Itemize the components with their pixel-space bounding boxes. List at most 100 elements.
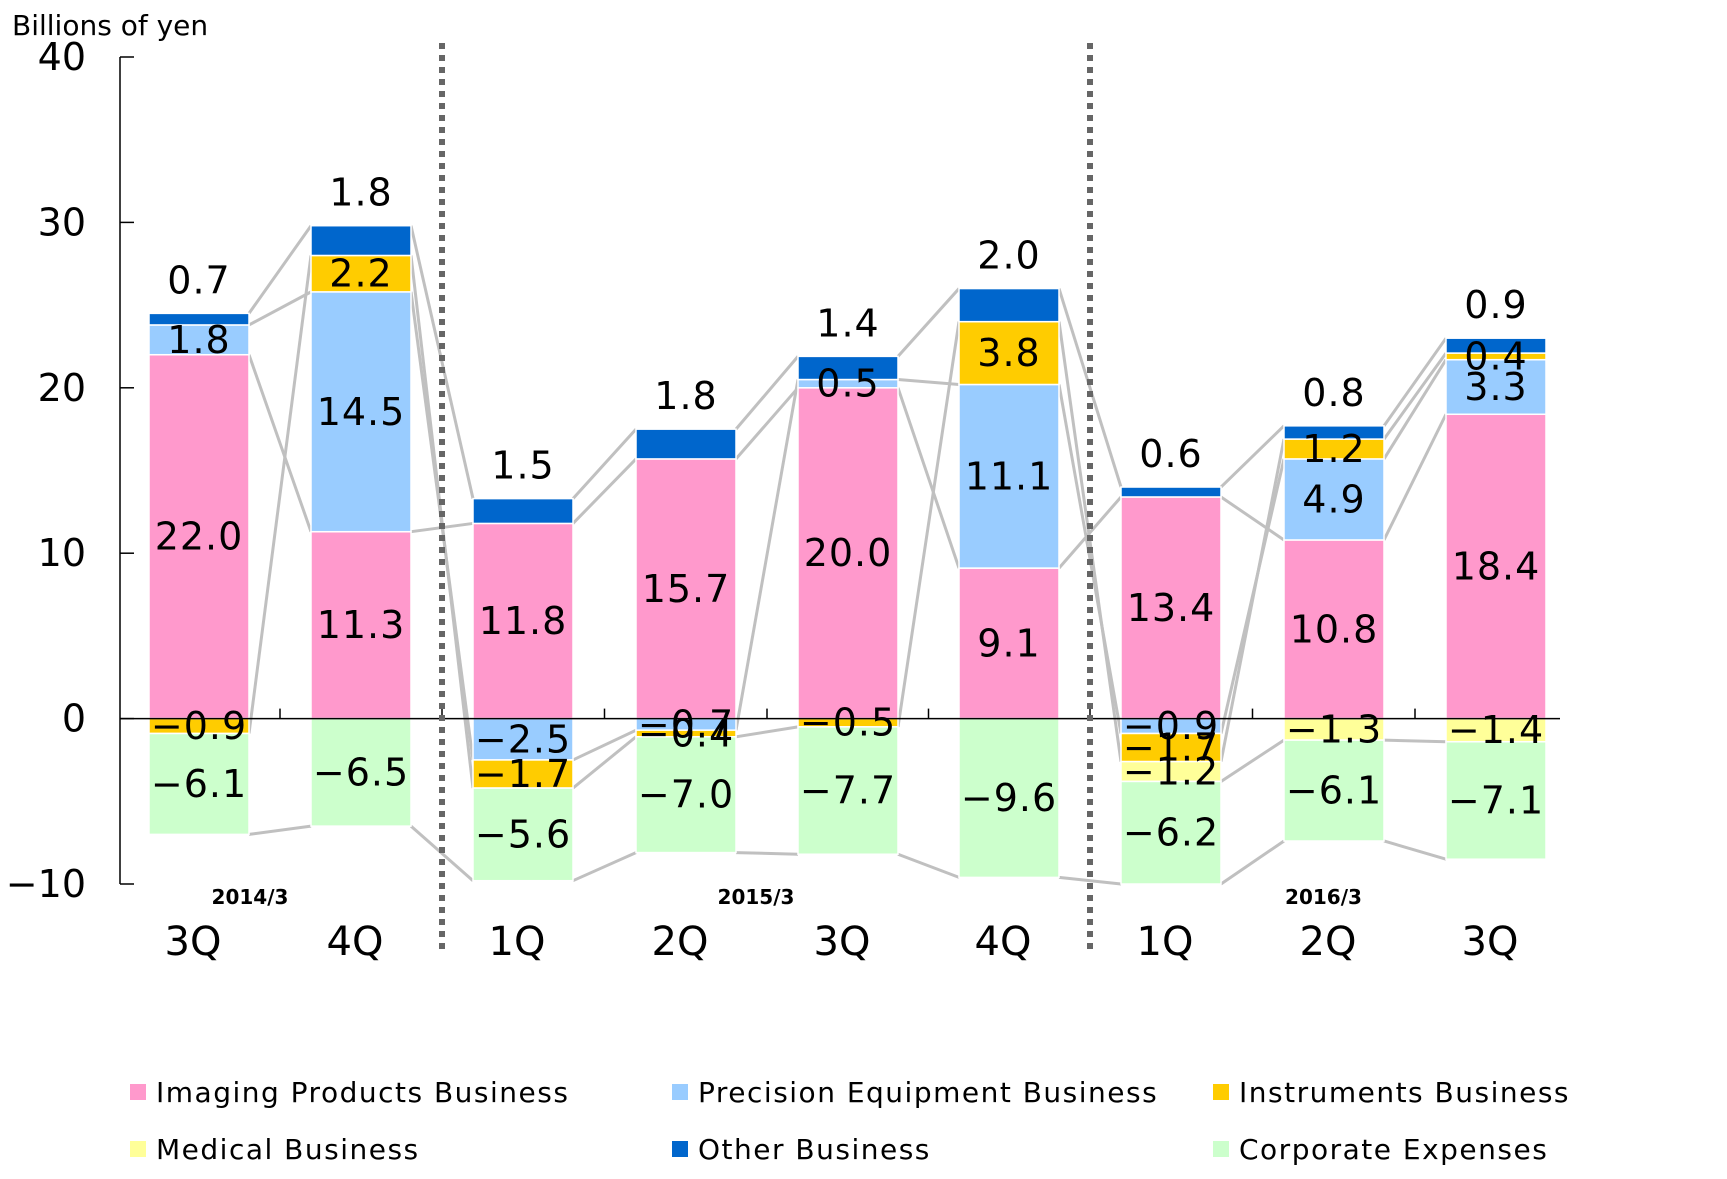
legend-item: Imaging Products Business bbox=[130, 1076, 568, 1109]
connector-line bbox=[1058, 875, 1122, 886]
bar-segment bbox=[148, 312, 250, 326]
bars bbox=[148, 224, 1547, 885]
bar-segment bbox=[310, 717, 412, 827]
connector-line bbox=[734, 386, 800, 460]
data-label: 13.4 bbox=[1127, 586, 1216, 630]
legend-swatch bbox=[130, 1141, 146, 1157]
data-label: −6.1 bbox=[151, 762, 247, 806]
data-label: 15.7 bbox=[642, 567, 731, 611]
data-label: −6.2 bbox=[1123, 811, 1219, 855]
data-label: 11.3 bbox=[317, 603, 406, 647]
legend-swatch bbox=[672, 1141, 688, 1157]
connector-line bbox=[1220, 839, 1285, 886]
fiscal-year-label: 2014/3 bbox=[212, 885, 289, 909]
connector-line bbox=[248, 290, 312, 327]
connector-line bbox=[410, 824, 474, 882]
data-label: 20.0 bbox=[804, 531, 893, 575]
bar-segment bbox=[797, 387, 899, 720]
data-label: −0.9 bbox=[1123, 704, 1219, 748]
legend: Imaging Products Business Precision Equip… bbox=[130, 1076, 1570, 1166]
data-label: 18.4 bbox=[1452, 544, 1541, 588]
data-label: −7.7 bbox=[800, 769, 896, 813]
data-label: 2.0 bbox=[977, 234, 1040, 278]
connector-line bbox=[247, 224, 313, 315]
x-tick-label: 2Q bbox=[1300, 919, 1357, 965]
data-label: 9.1 bbox=[977, 621, 1040, 665]
legend-item: Medical Business bbox=[130, 1133, 420, 1166]
fiscal-year-label: 2016/3 bbox=[1285, 885, 1362, 909]
category-labels: 3Q 4Q 1Q 2Q 3Q 4Q 1Q 2Q 3Q bbox=[165, 919, 1519, 965]
data-label: −0.5 bbox=[800, 701, 896, 745]
bar-segment bbox=[635, 458, 737, 720]
data-label: 14.5 bbox=[317, 390, 406, 434]
bar-segment bbox=[1283, 425, 1385, 440]
bar-segment bbox=[148, 324, 250, 356]
bar-segment bbox=[1120, 732, 1222, 763]
data-label: −1.7 bbox=[1123, 726, 1219, 770]
connector-line bbox=[897, 852, 960, 879]
bar-segment bbox=[635, 736, 737, 854]
bar-segment bbox=[797, 355, 899, 381]
connector-lines bbox=[247, 224, 1448, 886]
data-label: −0.9 bbox=[151, 704, 247, 748]
data-label: 2.2 bbox=[329, 252, 392, 296]
data-label: 1.8 bbox=[654, 374, 717, 418]
connector-line bbox=[735, 725, 799, 739]
bar-segment bbox=[1283, 539, 1385, 720]
connector-line bbox=[571, 457, 638, 525]
legend-swatch bbox=[1213, 1084, 1229, 1100]
data-label: −7.1 bbox=[1448, 778, 1544, 822]
bar-segment bbox=[1283, 458, 1385, 541]
x-tick-label: 3Q bbox=[165, 919, 222, 965]
bar-segment bbox=[1445, 358, 1547, 416]
connector-line bbox=[409, 225, 475, 499]
connector-line bbox=[1382, 337, 1448, 427]
x-tick-label: 3Q bbox=[814, 919, 871, 965]
data-label: −0.4 bbox=[638, 711, 734, 755]
data-label: 0.5 bbox=[816, 362, 879, 406]
data-label: 1.5 bbox=[491, 444, 554, 488]
legend-swatch bbox=[130, 1084, 146, 1100]
connector-line bbox=[1219, 424, 1286, 489]
x-tick-label: 2Q bbox=[652, 919, 709, 965]
data-label: 0.9 bbox=[1464, 283, 1527, 327]
data-label: 0.4 bbox=[1464, 334, 1527, 378]
legend-label: Instruments Business bbox=[1239, 1076, 1570, 1109]
legend-item: Instruments Business bbox=[1213, 1076, 1570, 1109]
bar-segment bbox=[1120, 486, 1222, 498]
x-tick-label: 1Q bbox=[1137, 919, 1194, 965]
connector-line bbox=[1383, 839, 1447, 861]
data-label: 22.0 bbox=[155, 515, 244, 559]
legend-label: Corporate Expenses bbox=[1239, 1133, 1548, 1166]
bar-segment bbox=[635, 428, 737, 460]
data-label: 3.8 bbox=[977, 331, 1040, 375]
data-label: 1.2 bbox=[1302, 427, 1365, 471]
y-axis-unit-label: Billions of yen bbox=[12, 9, 208, 42]
connector-line bbox=[572, 851, 637, 883]
bar-segment bbox=[310, 530, 412, 720]
legend-swatch bbox=[672, 1084, 688, 1100]
data-label: 11.1 bbox=[965, 454, 1054, 498]
bar-segment bbox=[1445, 337, 1547, 354]
value-labels: 22.0 1.8 −0.9 0.7 −6.1 11.3 14.5 2.2 1.8 −6.5 11.8… bbox=[151, 171, 1544, 857]
bar-segment bbox=[958, 287, 1060, 323]
legend-label: Medical Business bbox=[156, 1133, 420, 1166]
legend-label: Precision Equipment Business bbox=[698, 1076, 1158, 1109]
data-label: 11.8 bbox=[479, 599, 568, 643]
connector-line bbox=[896, 387, 961, 569]
x-tick-label: 3Q bbox=[1462, 919, 1519, 965]
bar-segment bbox=[1283, 739, 1385, 842]
data-label: 1.4 bbox=[816, 301, 879, 345]
data-label: −1.2 bbox=[1123, 750, 1219, 794]
connector-line bbox=[1220, 495, 1285, 542]
data-label: −1.4 bbox=[1448, 708, 1544, 752]
legend-item: Other Business bbox=[672, 1133, 931, 1166]
bar-segment bbox=[310, 254, 412, 293]
legend-label: Other Business bbox=[698, 1133, 931, 1166]
connector-line bbox=[572, 728, 637, 762]
bar-segment bbox=[472, 787, 574, 882]
bar-segment bbox=[958, 320, 1060, 386]
data-label: −1.7 bbox=[475, 752, 571, 796]
bar-segment bbox=[310, 224, 412, 257]
